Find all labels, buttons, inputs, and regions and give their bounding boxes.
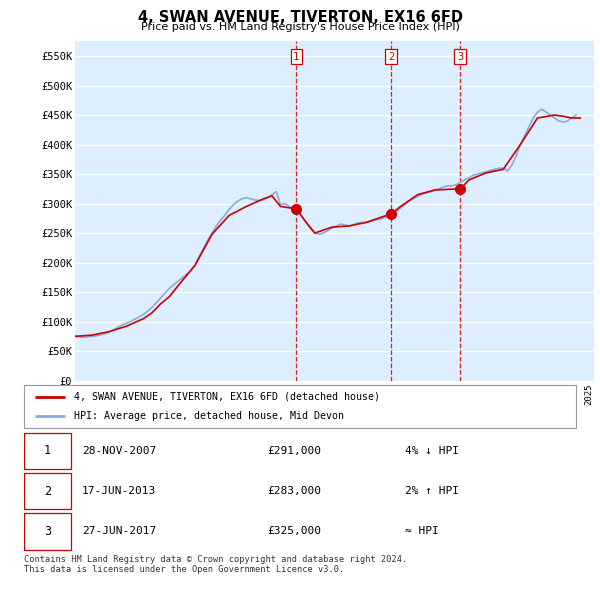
Text: HPI: Average price, detached house, Mid Devon: HPI: Average price, detached house, Mid …	[74, 411, 344, 421]
Text: 4% ↓ HPI: 4% ↓ HPI	[405, 446, 459, 456]
Text: ≈ HPI: ≈ HPI	[405, 526, 439, 536]
Text: 1: 1	[44, 444, 51, 457]
Text: 27-JUN-2017: 27-JUN-2017	[82, 526, 156, 536]
FancyBboxPatch shape	[24, 473, 71, 509]
FancyBboxPatch shape	[24, 432, 71, 469]
Text: 4, SWAN AVENUE, TIVERTON, EX16 6FD (detached house): 4, SWAN AVENUE, TIVERTON, EX16 6FD (deta…	[74, 392, 380, 402]
Text: £325,000: £325,000	[267, 526, 321, 536]
FancyBboxPatch shape	[24, 513, 71, 550]
Text: 2: 2	[44, 484, 51, 498]
Text: Price paid vs. HM Land Registry's House Price Index (HPI): Price paid vs. HM Land Registry's House …	[140, 22, 460, 32]
Text: 3: 3	[457, 51, 463, 61]
Text: 2% ↑ HPI: 2% ↑ HPI	[405, 486, 459, 496]
Text: 3: 3	[44, 525, 51, 538]
Text: 1: 1	[293, 51, 299, 61]
Text: 2: 2	[388, 51, 394, 61]
Text: Contains HM Land Registry data © Crown copyright and database right 2024.
This d: Contains HM Land Registry data © Crown c…	[24, 555, 407, 574]
Text: 28-NOV-2007: 28-NOV-2007	[82, 446, 156, 456]
FancyBboxPatch shape	[24, 385, 576, 428]
Text: 4, SWAN AVENUE, TIVERTON, EX16 6FD: 4, SWAN AVENUE, TIVERTON, EX16 6FD	[137, 10, 463, 25]
Text: £291,000: £291,000	[267, 446, 321, 456]
Text: 17-JUN-2013: 17-JUN-2013	[82, 486, 156, 496]
Text: £283,000: £283,000	[267, 486, 321, 496]
